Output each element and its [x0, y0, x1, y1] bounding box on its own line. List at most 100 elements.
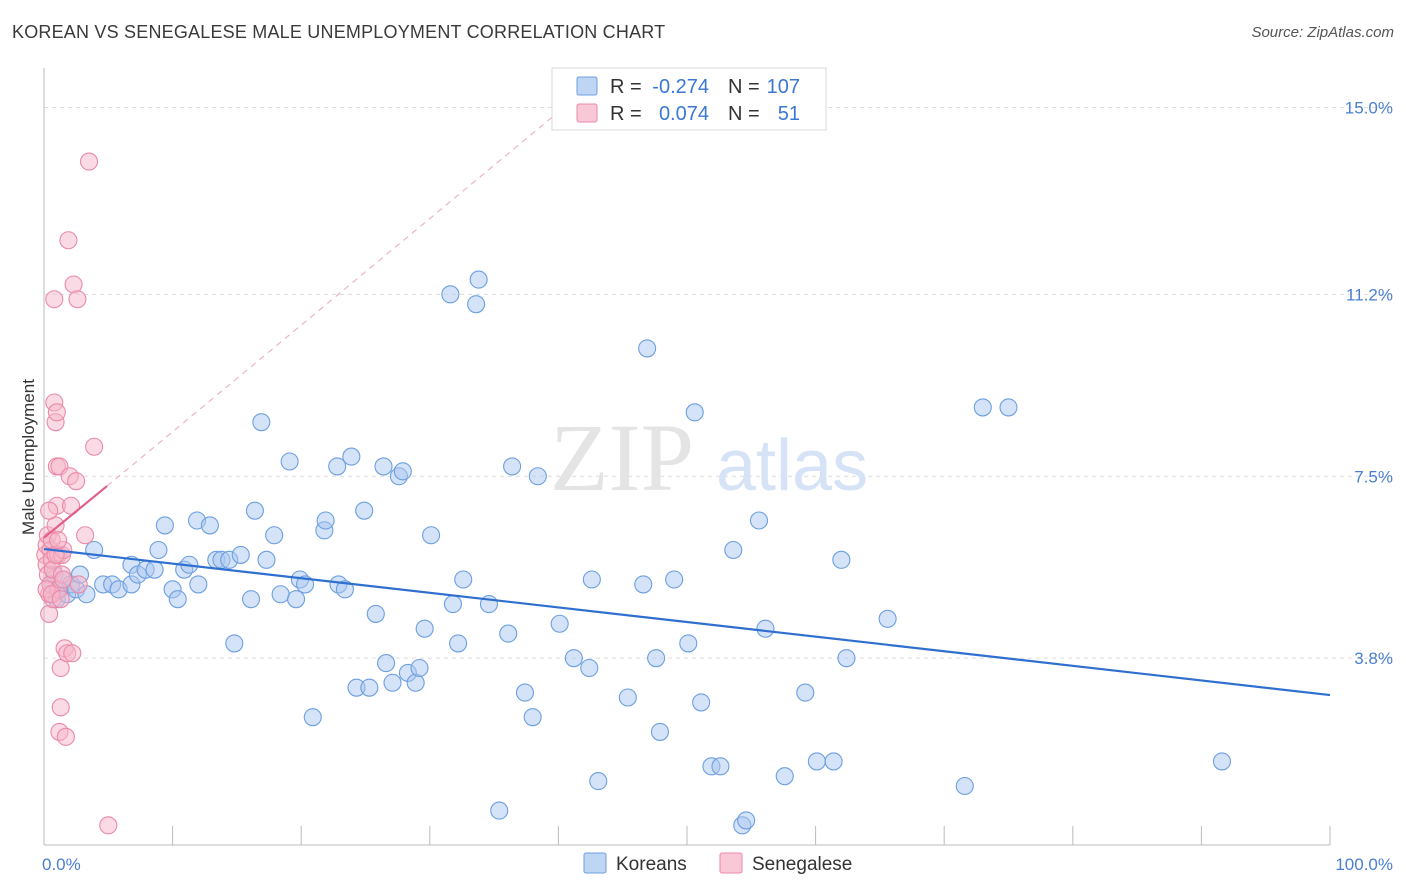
korean-point [499, 624, 518, 643]
chart-title: KOREAN VS SENEGALESE MALE UNEMPLOYMENT C… [12, 22, 666, 42]
legend-n-label: N = [728, 103, 760, 125]
korean-point [316, 511, 335, 530]
korean-point [999, 398, 1018, 417]
korean-point [737, 811, 756, 830]
bottom-legend-label-koreans: Koreans [616, 854, 687, 875]
korean-point [679, 634, 698, 653]
korean-point [231, 545, 250, 564]
korean-point [271, 585, 290, 604]
korean-point [469, 270, 488, 289]
korean-point [824, 752, 843, 771]
korean-point [280, 452, 299, 471]
korean-point [634, 575, 653, 594]
korean-point [377, 654, 396, 673]
koreans-trend-line [43, 547, 1331, 697]
korean-point [355, 501, 374, 520]
korean-point [415, 619, 434, 638]
bottom-legend-swatch-koreans [583, 852, 607, 874]
bottom-legend-label-senegalese: Senegalese [752, 854, 852, 875]
korean-point [342, 447, 361, 466]
legend-n-label: N = [728, 76, 760, 98]
korean-point [149, 540, 168, 560]
senegalese-point [69, 575, 88, 594]
koreans-points [41, 270, 1232, 835]
y-tick-label: 11.2% [1346, 285, 1393, 304]
bottom-legend: Koreans Senegalese [583, 852, 852, 875]
korean-point [832, 550, 851, 569]
trend-lines [43, 116, 1331, 697]
korean-point [650, 722, 670, 741]
korean-point [589, 772, 608, 791]
korean-point [564, 649, 583, 668]
bottom-legend-item-senegalese: Senegalese [719, 852, 852, 875]
korean-point [1212, 752, 1232, 771]
legend-r-value: 0.074 [659, 103, 709, 125]
korean-point [582, 570, 601, 589]
korean-point [155, 516, 174, 535]
korean-point [550, 614, 569, 633]
senegalese-point [51, 590, 70, 609]
senegalese-point [68, 290, 87, 309]
korean-point [393, 462, 412, 481]
y-tick-label: 3.8% [1354, 649, 1393, 668]
senegalese-point [45, 290, 64, 309]
x-tick-label: 0.0% [42, 855, 81, 874]
korean-point [756, 619, 775, 638]
korean-point [528, 467, 547, 486]
korean-point [665, 570, 684, 589]
senegalese-point [40, 501, 59, 520]
senegalese-point [56, 727, 75, 746]
legend-box [551, 67, 827, 131]
korean-point [878, 609, 897, 628]
korean-point [638, 339, 657, 358]
senegalese-point [63, 644, 82, 663]
korean-point [749, 511, 769, 530]
senegalese-point [85, 437, 104, 456]
korean-point [955, 776, 974, 796]
korean-point [807, 752, 826, 771]
bottom-legend-item-koreans: Koreans [583, 852, 687, 875]
legend-n-value: 51 [778, 103, 800, 125]
senegalese-point [47, 403, 66, 422]
korean-point [515, 683, 535, 702]
korean-point [692, 693, 711, 712]
legend-n-value: 107 [767, 76, 800, 98]
korean-point [145, 560, 164, 579]
senegalese-points [36, 152, 118, 835]
korean-point [647, 649, 666, 668]
x-tick-labels: 0.0% 100.0% [42, 855, 1393, 874]
korean-point [245, 501, 264, 520]
x-tick-label: 100.0% [1335, 855, 1393, 874]
korean-point [580, 658, 599, 678]
korean-point [523, 708, 542, 727]
korean-point [441, 285, 460, 304]
korean-point [449, 634, 468, 653]
senegalese-point [51, 698, 70, 717]
korean-point [503, 457, 522, 476]
senegalese-trend-line [43, 485, 108, 539]
korean-point [252, 413, 271, 432]
grid [44, 107, 1392, 659]
y-tick-label: 7.5% [1354, 467, 1393, 486]
y-tick-labels: 3.8% 7.5% 11.2% 15.0% [1345, 99, 1393, 669]
korean-point [422, 526, 441, 545]
korean-point [724, 540, 743, 560]
korean-point [618, 688, 637, 707]
legend-r-label: R = [610, 76, 642, 98]
legend-row-koreans: R = -0.274 N = 107 [576, 76, 800, 98]
legend-swatch-koreans [576, 76, 598, 96]
legend: R = -0.274 N = 107 R = 0.074 N = 51 [551, 67, 827, 131]
senegalese-point [76, 526, 95, 545]
legend-row-senegalese: R = 0.074 N = 51 [576, 103, 800, 125]
korean-point [200, 516, 219, 535]
watermark-zip: ZIP [550, 404, 694, 511]
senegalese-point [67, 472, 86, 491]
korean-point [168, 590, 187, 609]
korean-point [410, 658, 429, 678]
legend-swatch-senegalese [576, 103, 598, 123]
watermark-atlas: atlas [716, 426, 868, 506]
korean-point [303, 708, 322, 727]
korean-point [189, 575, 208, 594]
korean-point [335, 580, 354, 599]
